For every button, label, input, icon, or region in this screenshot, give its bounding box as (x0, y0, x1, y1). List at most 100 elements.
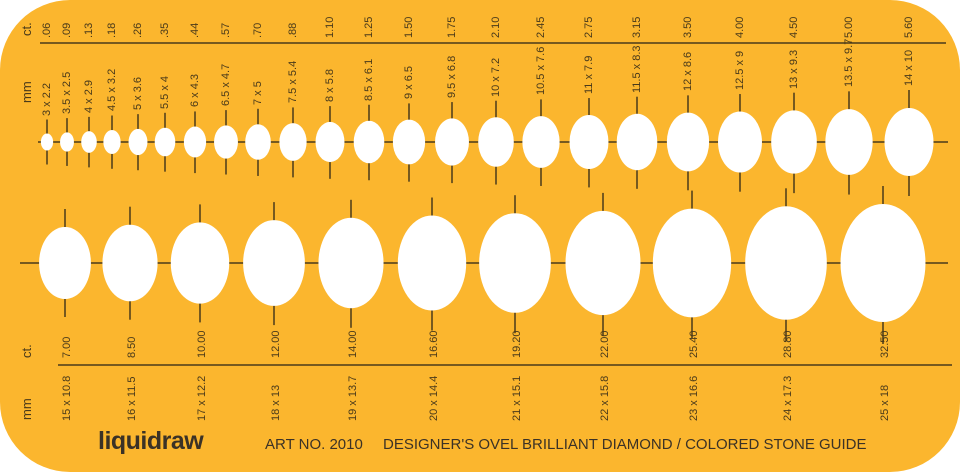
size-label-top: 9.5 x 6.8 (445, 55, 458, 99)
size-label-bottom: 17 x 12.2 (195, 375, 208, 421)
oval-cutout (102, 224, 158, 302)
oval-cutout (825, 109, 873, 175)
carat-label-top: .35 (158, 22, 171, 38)
carat-label-top: .44 (188, 22, 201, 38)
guide-title: DESIGNER'S OVEL BRILLIANT DIAMOND / COLO… (383, 436, 867, 453)
carat-label-top: 1.10 (323, 16, 336, 38)
oval-cutout (522, 116, 560, 168)
mm-unit-label-top: mm (18, 81, 34, 103)
size-label-top: 3 x 2.2 (40, 82, 53, 116)
brand-logo: liquidraw (98, 427, 204, 455)
carat-label-top: .70 (251, 22, 264, 38)
size-label-top: 14 x 10 (902, 49, 915, 86)
oval-cutout (315, 121, 345, 163)
size-label-top: 12 x 8.6 (681, 52, 694, 92)
size-label-top: 13 x 9.3 (787, 49, 800, 89)
size-label-top: 3.5 x 2.5 (60, 71, 73, 115)
size-label-top: 6.5 x 4.7 (219, 63, 232, 107)
carat-label-bottom: 25.40 (687, 330, 700, 358)
carat-label-top: 1.75 (445, 16, 458, 38)
oval-cutout (884, 108, 934, 176)
carat-label-top: 3.15 (630, 16, 643, 38)
carat-label-bottom: 19.20 (510, 330, 523, 358)
size-label-top: 7 x 5 (251, 80, 264, 105)
oval-cutout (840, 204, 926, 322)
carat-label-bottom: 12.00 (269, 330, 282, 358)
carat-label-top: .06 (40, 22, 53, 38)
carat-label-top: .26 (131, 22, 144, 38)
oval-cutout (569, 114, 609, 170)
size-label-bottom: 16 x 11.5 (125, 376, 138, 421)
carat-label-top: 5.60 (902, 16, 915, 38)
art-number: ART NO. 2010 (265, 436, 363, 453)
ct-unit-label-top: ct. (18, 22, 34, 36)
carat-label-bottom: 28.80 (781, 330, 794, 358)
size-label-top: 12.5 x 9 (733, 50, 746, 91)
oval-cutout (652, 208, 732, 318)
carat-label-bottom: 22.00 (598, 330, 611, 358)
carat-label-top: 3.50 (681, 16, 694, 38)
oval-cutout (279, 123, 307, 161)
carat-label-top: 4.50 (787, 16, 800, 38)
oval-cutout (183, 126, 207, 158)
oval-cutout (39, 227, 91, 299)
oval-cutout (60, 132, 74, 152)
carat-label-top: .18 (105, 22, 118, 38)
size-label-top: 11.5 x 8.3 (630, 45, 643, 93)
carat-label-bottom: 7.00 (60, 336, 73, 358)
oval-cutout (40, 133, 54, 151)
size-label-top: 11 x 7.9 (582, 55, 595, 95)
size-label-bottom: 25 x 18 (878, 384, 891, 421)
oval-cutout (353, 120, 385, 164)
oval-cutout (103, 130, 121, 154)
carat-label-top: .09 (60, 22, 73, 38)
size-label-bottom: 21 x 15.1 (510, 375, 523, 421)
size-label-bottom: 15 x 10.8 (60, 375, 73, 421)
oval-cutout (245, 124, 271, 160)
size-label-bottom: 19 x 13.7 (346, 375, 359, 421)
size-label-top: 8.5 x 6.1 (362, 58, 375, 101)
oval-cutout (392, 119, 426, 165)
mm-unit-label-bottom: mm (18, 398, 34, 420)
size-label-top: 5 x 3.6 (131, 77, 144, 111)
oval-cutout (318, 217, 384, 309)
size-label-bottom: 23 x 16.6 (687, 375, 700, 421)
size-label-bottom: 22 x 15.8 (598, 375, 611, 421)
carat-label-bottom: 32.50 (878, 330, 891, 358)
oval-cutout (565, 210, 641, 316)
carat-label-top: 4.00 (733, 16, 746, 38)
size-label-top: 9 x 6.5 (402, 66, 415, 100)
size-label-top: 10.5 x 7.6 (534, 47, 547, 96)
carat-label-bottom: 10.00 (195, 330, 208, 358)
oval-cutout (479, 213, 551, 313)
carat-label-bottom: 16.60 (427, 330, 440, 358)
oval-cutout (214, 125, 238, 159)
oval-cutout (128, 128, 148, 156)
oval-cutout (718, 111, 762, 173)
carat-label-top: .13 (82, 22, 95, 38)
oval-cutout (397, 215, 467, 311)
size-label-top: 8 x 5.8 (323, 69, 336, 103)
size-label-bottom: 24 x 17.3 (781, 375, 794, 421)
oval-cutout (771, 110, 817, 174)
size-label-bottom: 20 x 14.4 (427, 375, 440, 421)
size-label-top: 4 x 2.9 (82, 79, 95, 113)
oval-cutout (435, 118, 469, 166)
oval-cutout (478, 117, 514, 167)
size-label-top: 4.5 x 3.2 (105, 69, 118, 112)
oval-cutout (616, 113, 658, 171)
size-label-top: 5.5 x 4 (158, 75, 171, 109)
size-label-top: 13.5 x 9.7 (842, 39, 855, 88)
size-label-top: 10 x 7.2 (489, 57, 502, 97)
carat-label-top: .57 (219, 22, 232, 38)
oval-cutout (243, 220, 305, 306)
size-label-top: 7.5 x 5.4 (286, 61, 299, 104)
carat-label-top: .88 (286, 22, 299, 38)
size-label-top: 6 x 4.3 (188, 74, 201, 108)
carat-label-top: 2.45 (534, 16, 547, 38)
size-label-bottom: 18 x 13 (269, 384, 282, 421)
carat-label-top: 1.50 (402, 16, 415, 38)
oval-cutout (170, 222, 230, 304)
